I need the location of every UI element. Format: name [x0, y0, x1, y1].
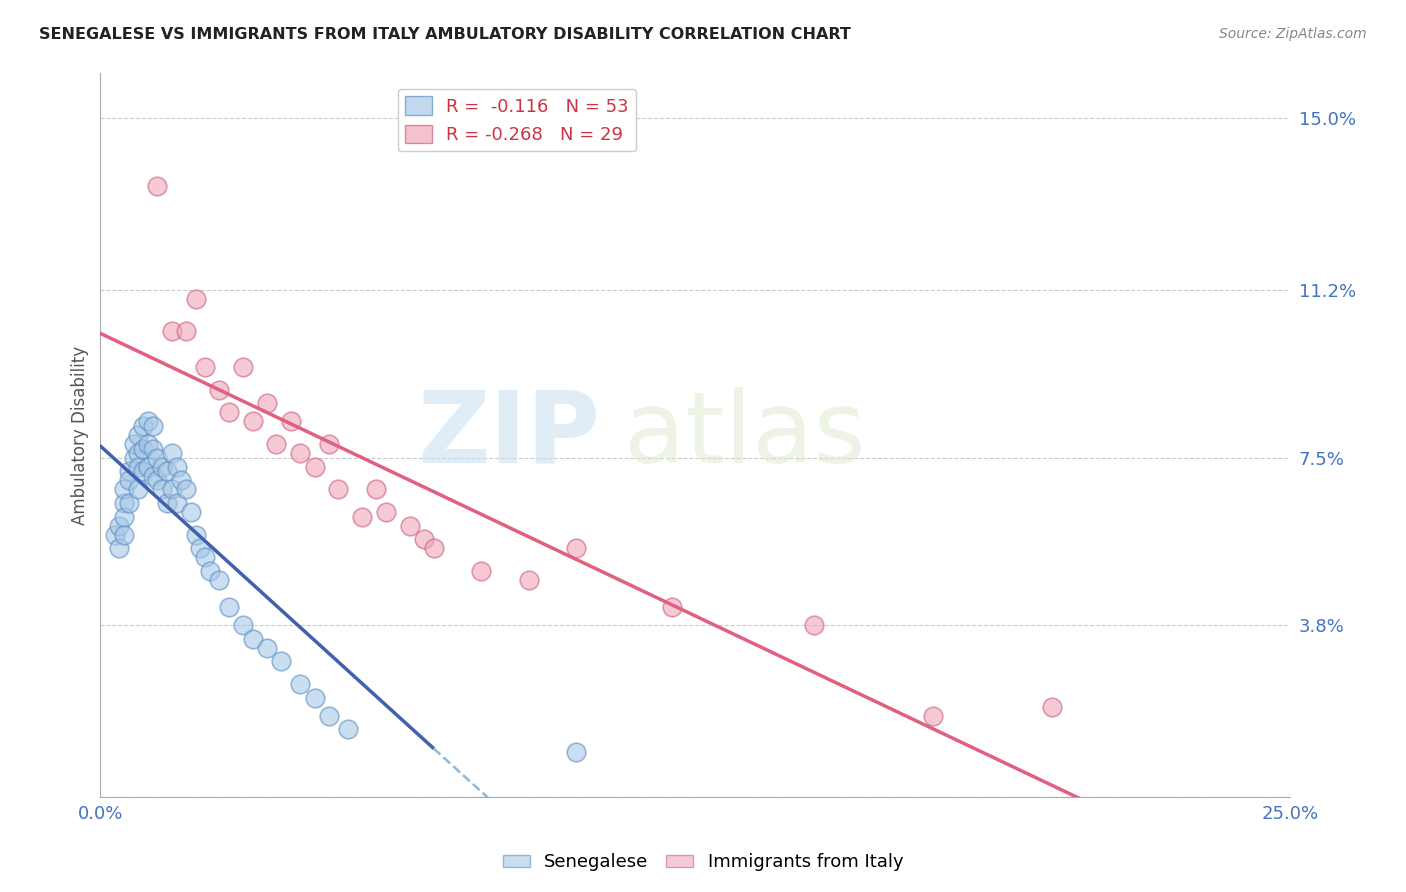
Point — [132, 442, 155, 456]
Point — [136, 437, 159, 451]
Point — [270, 654, 292, 668]
Point — [170, 473, 193, 487]
Point — [352, 509, 374, 524]
Point — [174, 483, 197, 497]
Point — [398, 518, 420, 533]
Point — [413, 532, 436, 546]
Point — [127, 459, 149, 474]
Point — [160, 324, 183, 338]
Point — [242, 415, 264, 429]
Point — [232, 618, 254, 632]
Point — [166, 496, 188, 510]
Point — [336, 723, 359, 737]
Point — [112, 496, 135, 510]
Point — [180, 505, 202, 519]
Legend: R =  -0.116   N = 53, R = -0.268   N = 29: R = -0.116 N = 53, R = -0.268 N = 29 — [398, 89, 636, 152]
Point — [290, 446, 312, 460]
Point — [188, 541, 211, 556]
Point — [108, 541, 131, 556]
Point — [174, 324, 197, 338]
Point — [156, 464, 179, 478]
Point — [118, 496, 141, 510]
Point — [166, 459, 188, 474]
Point — [208, 383, 231, 397]
Point — [256, 396, 278, 410]
Point — [922, 708, 945, 723]
Text: ZIP: ZIP — [418, 386, 600, 483]
Point — [198, 564, 221, 578]
Point — [375, 505, 398, 519]
Point — [218, 600, 240, 615]
Point — [208, 573, 231, 587]
Point — [194, 360, 217, 375]
Y-axis label: Ambulatory Disability: Ambulatory Disability — [72, 345, 89, 524]
Point — [328, 483, 350, 497]
Point — [104, 527, 127, 541]
Point — [146, 450, 169, 465]
Point — [1040, 699, 1063, 714]
Point — [146, 473, 169, 487]
Point — [146, 179, 169, 194]
Point — [118, 464, 141, 478]
Point — [122, 450, 145, 465]
Point — [194, 550, 217, 565]
Point — [517, 573, 540, 587]
Point — [318, 708, 340, 723]
Text: SENEGALESE VS IMMIGRANTS FROM ITALY AMBULATORY DISABILITY CORRELATION CHART: SENEGALESE VS IMMIGRANTS FROM ITALY AMBU… — [39, 27, 851, 42]
Point — [803, 618, 825, 632]
Point — [108, 518, 131, 533]
Point — [150, 459, 173, 474]
Point — [366, 483, 388, 497]
Point — [184, 527, 207, 541]
Point — [661, 600, 683, 615]
Point — [112, 527, 135, 541]
Text: Source: ZipAtlas.com: Source: ZipAtlas.com — [1219, 27, 1367, 41]
Point — [118, 473, 141, 487]
Point — [304, 690, 326, 705]
Point — [136, 459, 159, 474]
Point — [127, 428, 149, 442]
Point — [470, 564, 492, 578]
Point — [565, 541, 588, 556]
Point — [318, 437, 340, 451]
Point — [280, 415, 302, 429]
Point — [150, 483, 173, 497]
Point — [218, 405, 240, 419]
Point — [122, 437, 145, 451]
Point — [266, 437, 288, 451]
Point — [156, 496, 179, 510]
Point — [160, 446, 183, 460]
Point — [290, 677, 312, 691]
Point — [304, 459, 326, 474]
Point — [127, 483, 149, 497]
Point — [142, 442, 165, 456]
Point — [112, 509, 135, 524]
Point — [132, 419, 155, 434]
Point — [256, 640, 278, 655]
Point — [160, 483, 183, 497]
Legend: Senegalese, Immigrants from Italy: Senegalese, Immigrants from Italy — [495, 847, 911, 879]
Point — [112, 483, 135, 497]
Point — [136, 415, 159, 429]
Point — [132, 464, 155, 478]
Point — [565, 745, 588, 759]
Point — [127, 446, 149, 460]
Point — [242, 632, 264, 646]
Point — [232, 360, 254, 375]
Point — [142, 419, 165, 434]
Point — [184, 293, 207, 307]
Point — [422, 541, 444, 556]
Point — [142, 468, 165, 483]
Text: atlas: atlas — [624, 386, 866, 483]
